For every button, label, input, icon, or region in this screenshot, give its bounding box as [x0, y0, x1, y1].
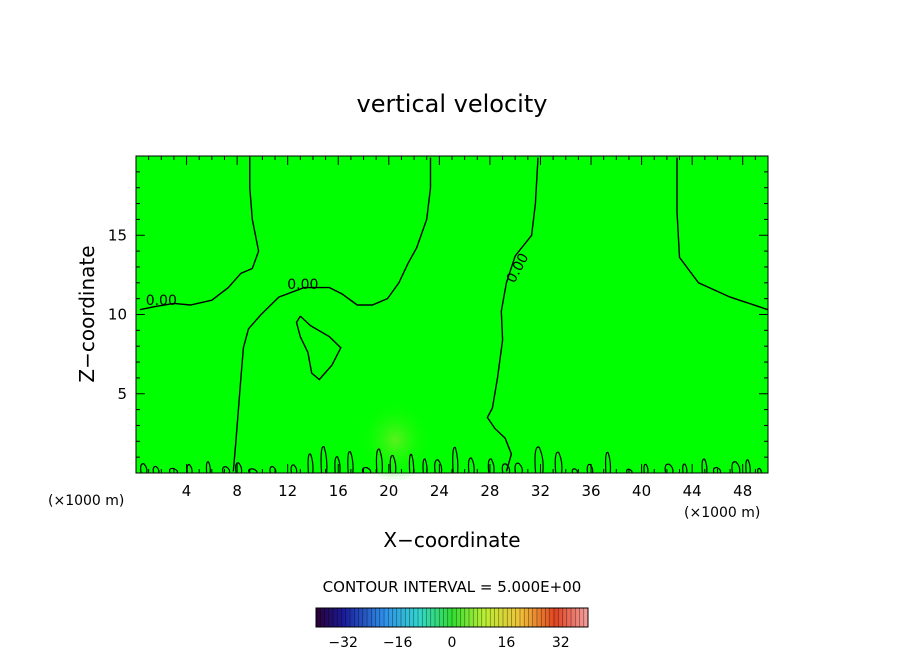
- surface-contour: [643, 463, 649, 474]
- y-tick-label: 15: [108, 226, 127, 244]
- surface-contour: [361, 466, 372, 474]
- x-tick-label: 40: [632, 482, 651, 500]
- surface-contour: [408, 453, 415, 474]
- contour-lines: [139, 157, 769, 472]
- y-tick-label: 5: [117, 385, 127, 403]
- x-tick-label: 16: [329, 482, 348, 500]
- surface-contour: [604, 451, 612, 474]
- surface-contour: [664, 463, 674, 474]
- x-tick-label: 44: [683, 482, 702, 500]
- plot-area: 0.000.00 0.00 4 8 12 16 20 24 28 32 36 40 44 48 5101…: [108, 155, 769, 500]
- x-tick-label: 36: [581, 482, 600, 500]
- contour-line: [486, 157, 539, 472]
- x-tick-label: 32: [531, 482, 550, 500]
- surface-contour: [248, 468, 258, 474]
- x-axis-ticks: 4 8 12 16 20 24 28 32 36 40 44 48: [148, 156, 756, 500]
- surface-contour: [422, 458, 428, 474]
- surface-contour: [290, 464, 298, 474]
- surface-contour: [168, 467, 179, 474]
- surface-contour: [467, 457, 475, 474]
- surface-contour: [222, 466, 231, 474]
- surface-contour: [757, 467, 762, 474]
- x-tick-label: 12: [278, 482, 297, 500]
- surface-contour: [586, 463, 594, 474]
- surface-contour: [152, 465, 160, 474]
- contour-line: [676, 157, 769, 311]
- contour-line: [295, 315, 342, 381]
- surface-contour: [186, 464, 193, 474]
- colorbar-tick-label: −16: [383, 635, 413, 651]
- surface-contour: [514, 462, 523, 474]
- x-tick-label: 4: [182, 482, 192, 500]
- surface-contour: [712, 467, 722, 474]
- surface-contour: [682, 463, 688, 474]
- field-highlight: [357, 398, 433, 482]
- surface-contour: [334, 456, 341, 474]
- x-tick-label: 48: [733, 482, 752, 500]
- colorbar-ticks: −32 −16 0 16 32: [328, 635, 569, 651]
- surface-contour: [731, 461, 741, 474]
- surface-contour: [501, 463, 511, 474]
- y-axis-label: Z−coordinate: [75, 245, 99, 382]
- surface-contour: [701, 458, 708, 474]
- contour-interval-text: CONTOUR INTERVAL = 5.000E+00: [323, 578, 582, 596]
- x-axis-label: X−coordinate: [383, 528, 520, 552]
- surface-contour: [235, 462, 243, 474]
- surface-contour: [307, 453, 314, 474]
- surface-contour: [487, 458, 495, 474]
- near-surface-contours: [140, 446, 762, 474]
- surface-contour: [375, 448, 383, 474]
- x-tick-label: 20: [379, 482, 398, 500]
- x-tick-label: 28: [480, 482, 499, 500]
- colorbar-bands: [319, 608, 585, 627]
- colorbar-tick-label: 32: [552, 635, 570, 651]
- surface-contour: [554, 451, 563, 474]
- surface-contour: [745, 459, 751, 474]
- chart-title: vertical velocity: [357, 90, 548, 118]
- y-tick-label: 10: [108, 306, 127, 324]
- colorbar: −32 −16 0 16 32: [315, 607, 589, 651]
- contour-label: 0.00: [146, 293, 177, 309]
- colorbar-tick-label: 16: [497, 635, 515, 651]
- x-tick-label: 24: [430, 482, 449, 500]
- surface-contour: [140, 463, 148, 474]
- surface-contour: [320, 446, 328, 474]
- surface-contour: [389, 454, 397, 474]
- contour-label: 0.00: [287, 277, 318, 293]
- surface-contour: [571, 468, 579, 474]
- x-tick-label: 8: [232, 482, 242, 500]
- surface-contour: [347, 451, 354, 474]
- contour-line: [139, 157, 260, 311]
- colorbar-tick-label: −32: [328, 635, 358, 651]
- surface-contour: [205, 461, 211, 474]
- surface-contour: [452, 446, 459, 474]
- velocity-field: [135, 155, 769, 474]
- colorbar-tick-label: 0: [448, 635, 457, 651]
- surface-contour: [269, 466, 277, 474]
- surface-contour: [434, 459, 443, 474]
- contour-line: [232, 157, 432, 472]
- surface-contour: [534, 446, 544, 474]
- y-axis-ticks: 5 10 15: [108, 171, 768, 458]
- x-unit-right: (×1000 m): [684, 505, 760, 521]
- x-unit-left: (×1000 m): [48, 493, 124, 509]
